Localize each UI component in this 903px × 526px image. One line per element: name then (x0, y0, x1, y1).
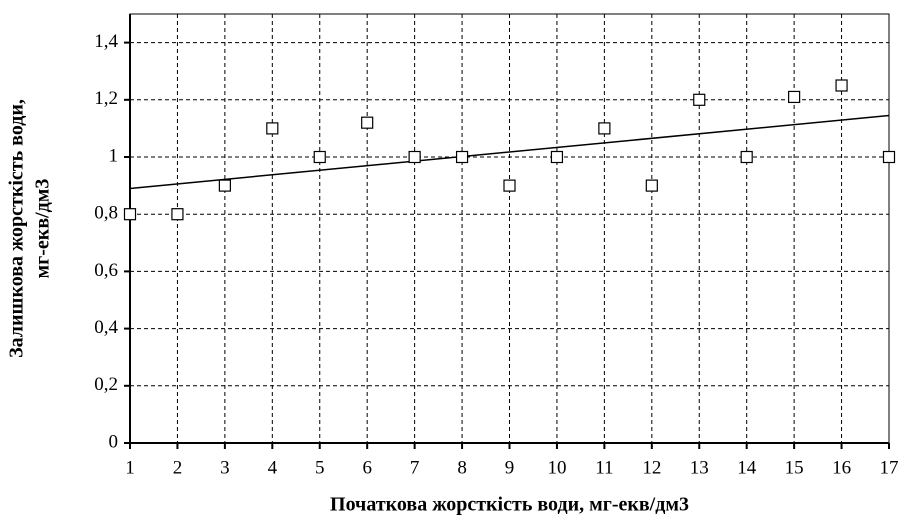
x-tick-label: 9 (505, 457, 515, 478)
x-tick-label: 6 (362, 457, 372, 478)
marker (598, 122, 611, 135)
x-tick-label: 8 (457, 457, 467, 478)
x-tick-label: 3 (220, 457, 230, 478)
y-tick-label: 0,8 (94, 203, 118, 224)
x-tick-label: 1 (125, 457, 135, 478)
y-tick-label: 0 (109, 431, 119, 452)
marker (266, 122, 279, 135)
y-tick-label: 0,6 (94, 260, 118, 281)
marker (123, 208, 137, 221)
x-tick-label: 17 (880, 457, 899, 478)
y-tick-label: 1,4 (94, 31, 118, 52)
y-tick-label: 0,4 (94, 317, 118, 338)
y-axis-label: Залишкова жорсткість води, (6, 99, 28, 358)
marker (218, 179, 231, 192)
x-tick-label: 7 (410, 457, 420, 478)
marker (882, 150, 896, 164)
y-tick-label: 1 (109, 145, 119, 166)
x-tick-label: 2 (173, 457, 183, 478)
x-tick-label: 14 (737, 457, 757, 478)
marker (835, 79, 848, 92)
x-tick-label: 10 (547, 457, 566, 478)
marker (455, 150, 469, 164)
x-tick-label: 5 (315, 457, 325, 478)
x-tick-label: 12 (642, 457, 661, 478)
marker (503, 179, 516, 192)
x-tick-label: 13 (690, 457, 709, 478)
x-tick-label: 11 (595, 457, 613, 478)
marker (408, 150, 421, 164)
x-tick-label: 16 (832, 457, 851, 478)
marker (645, 179, 658, 192)
y-tick-label: 0,2 (94, 374, 118, 395)
marker (313, 150, 326, 164)
trendline (129, 114, 890, 190)
marker (788, 90, 801, 104)
marker (693, 93, 706, 106)
x-axis-label: Початкова жорсткість води, мг-екв/дм3 (330, 494, 689, 516)
marker (550, 150, 564, 164)
y-axis-label: мг-екв/дм3 (32, 179, 54, 279)
marker (361, 116, 374, 129)
y-tick-label: 1,2 (94, 88, 118, 109)
x-tick-label: 15 (785, 457, 804, 478)
marker (171, 208, 184, 221)
x-tick-label: 4 (268, 457, 278, 478)
marker (740, 150, 753, 164)
